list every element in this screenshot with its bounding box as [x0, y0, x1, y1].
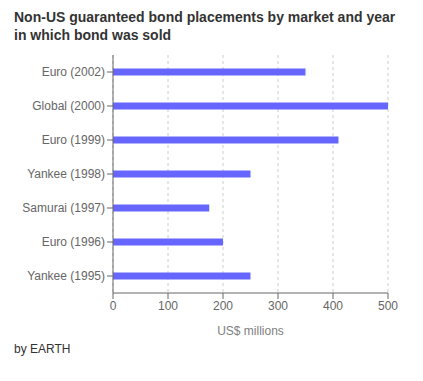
svg-text:200: 200 — [213, 299, 233, 313]
svg-text:100: 100 — [158, 299, 178, 313]
svg-text:300: 300 — [268, 299, 288, 313]
html-text:Non-US guaranteed bond placeme: Non-US guaranteed bond placements by mar… — [14, 9, 396, 43]
svg-text:Samurai (1997): Samurai (1997) — [22, 201, 105, 215]
svg-text:US$ millions: US$ millions — [217, 324, 284, 338]
html-text:by EARTH: by EARTH — [14, 342, 71, 356]
svg-text:Global (2000): Global (2000) — [32, 99, 105, 113]
svg-text:Euro (2002): Euro (2002) — [42, 65, 105, 79]
svg-text:Yankee (1995): Yankee (1995) — [27, 269, 105, 283]
svg-text:500: 500 — [378, 299, 398, 313]
svg-text:Yankee (1998): Yankee (1998) — [27, 167, 105, 181]
svg-text:400: 400 — [323, 299, 343, 313]
svg-text:0: 0 — [110, 299, 117, 313]
svg-text:Euro (1999): Euro (1999) — [42, 133, 105, 147]
svg-text:Euro (1996): Euro (1996) — [42, 235, 105, 249]
